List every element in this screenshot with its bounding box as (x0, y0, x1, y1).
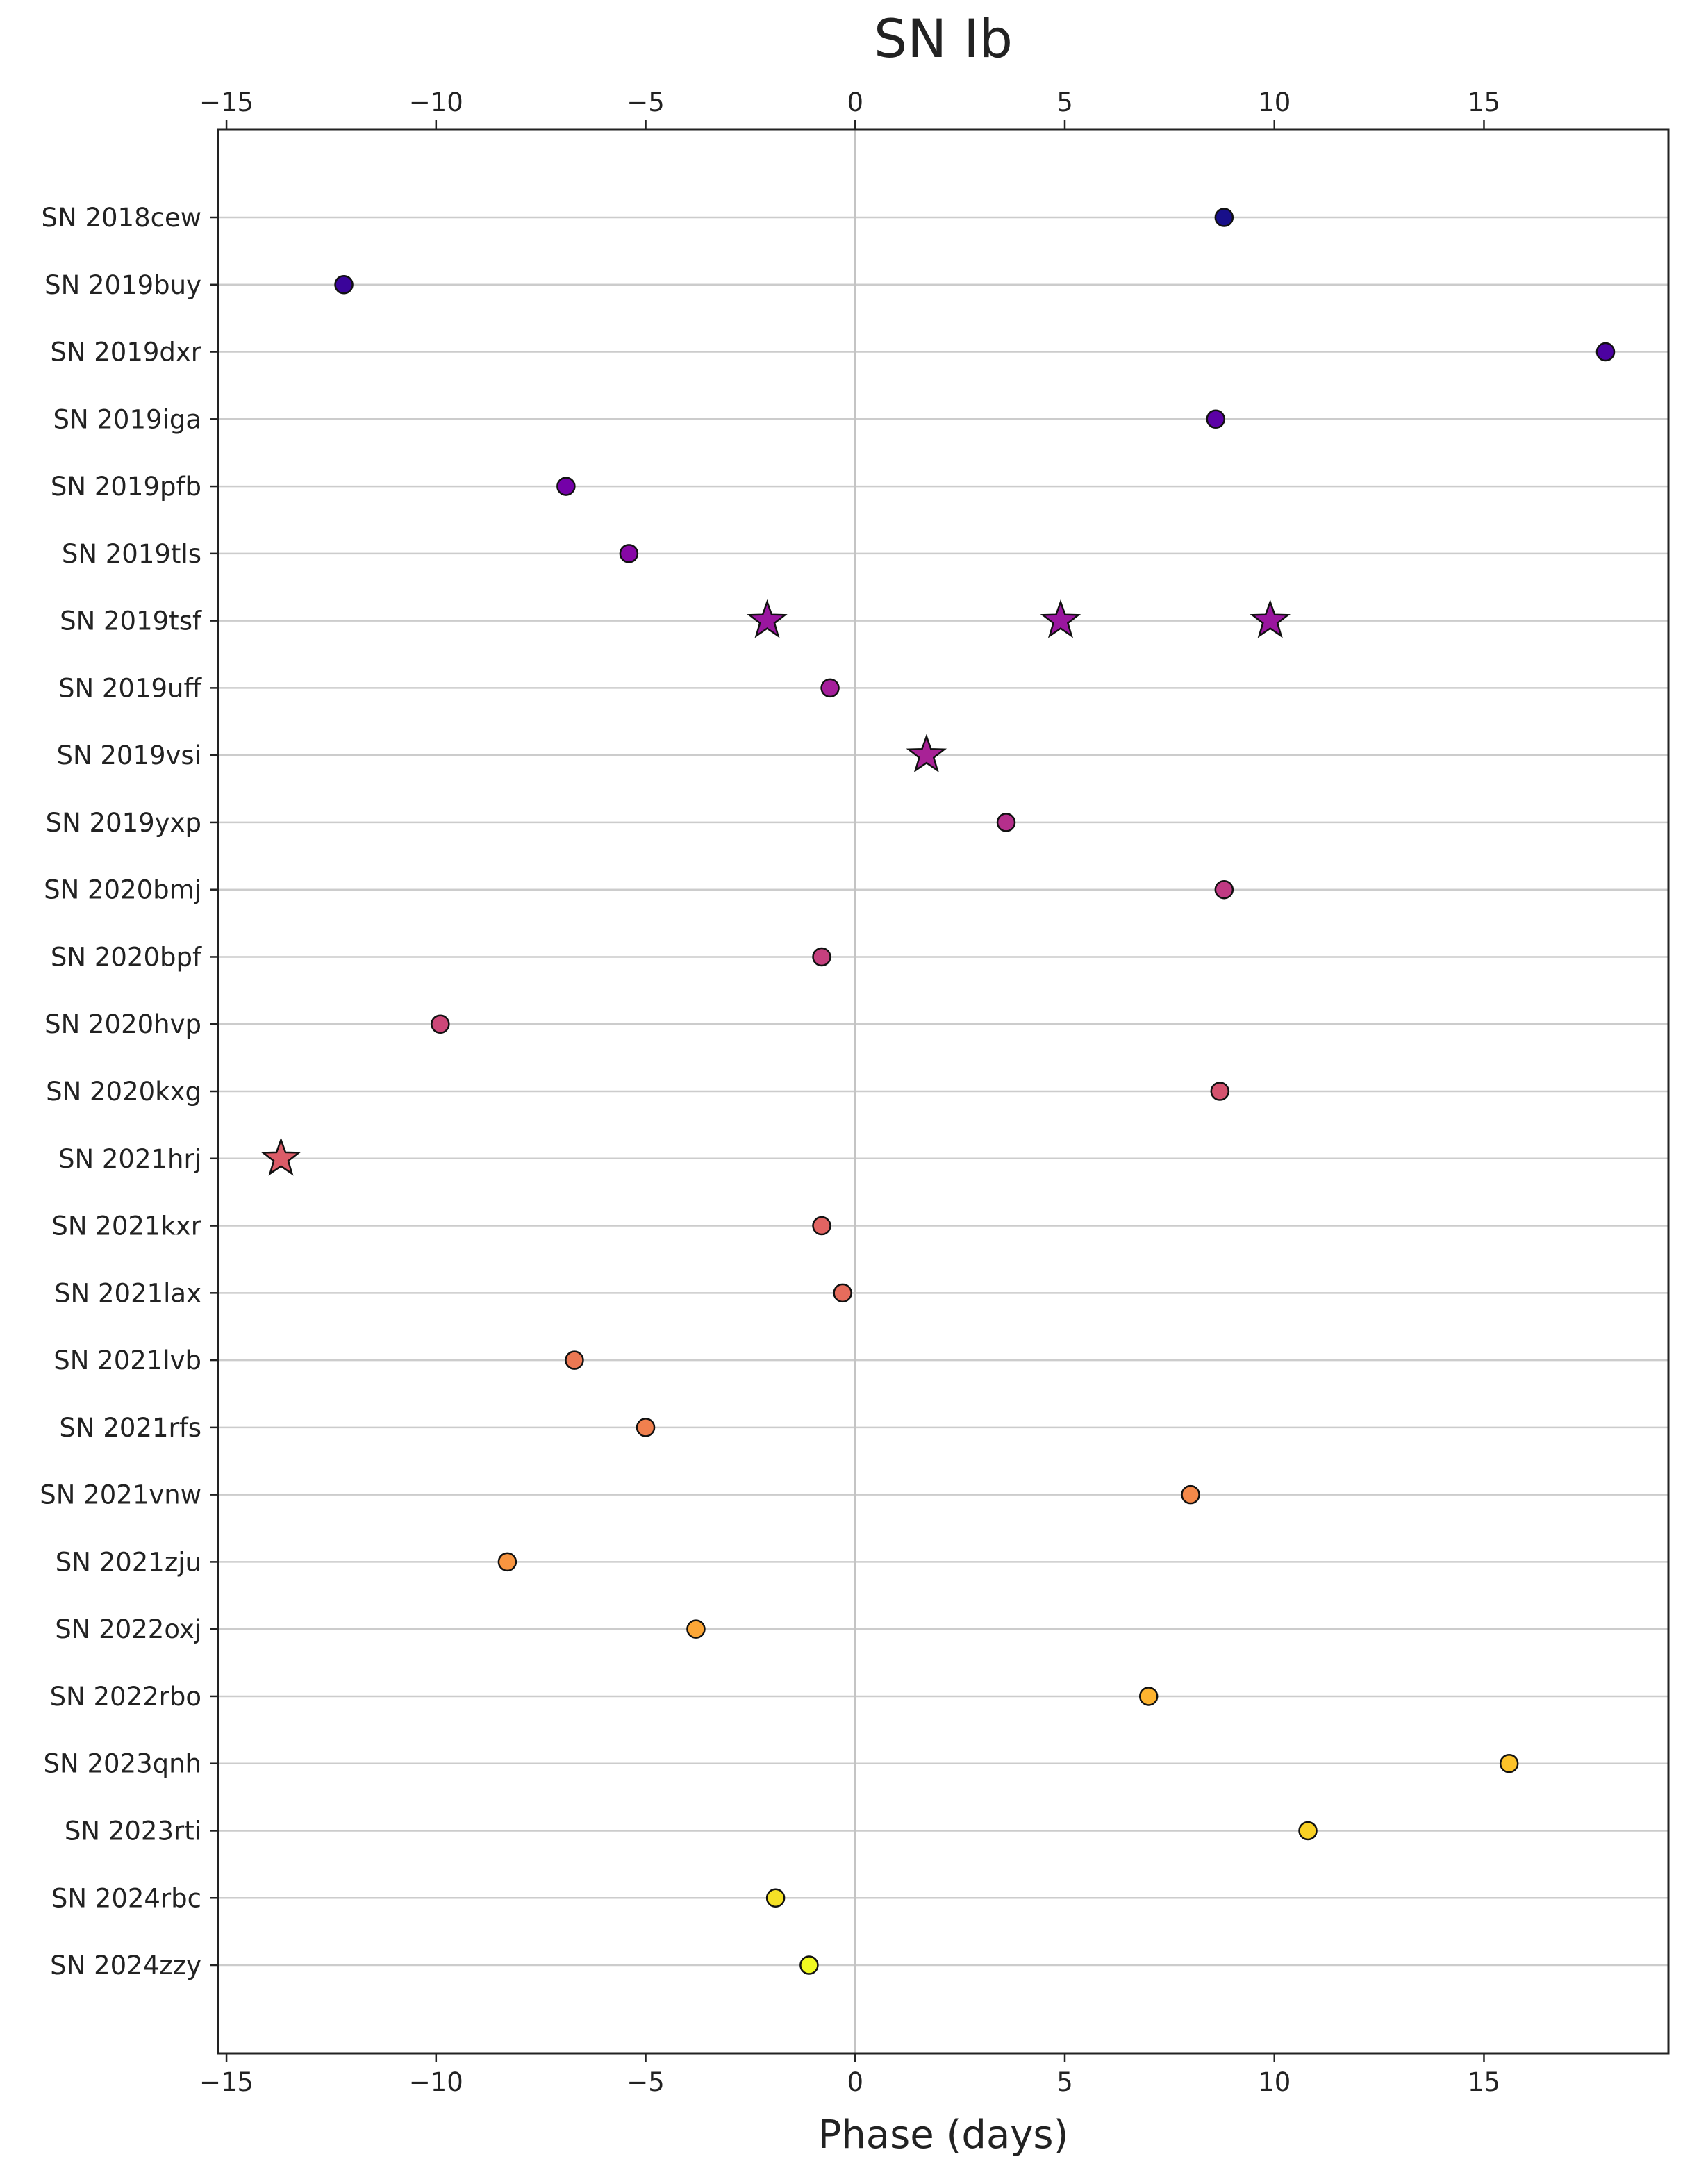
y-tick-label: SN 2020bmj (44, 875, 201, 905)
chart-title: SN Ib (874, 8, 1013, 69)
data-point-circle (686, 1619, 706, 1639)
data-point-star (906, 734, 947, 773)
y-tick-label: SN 2024rbc (51, 1883, 201, 1913)
data-point-circle (497, 1552, 517, 1572)
y-tick-label: SN 2019vsi (56, 741, 201, 770)
y-tick-label: SN 2019buy (44, 270, 201, 300)
y-tick-label: SN 2019dxr (50, 338, 201, 367)
y-tick-label: SN 2018cew (42, 203, 201, 233)
x-tick-label-top: −15 (199, 88, 254, 117)
y-tick-label: SN 2023qnh (44, 1749, 201, 1779)
x-tick-label-top: −5 (627, 88, 665, 117)
data-point-circle (636, 1418, 656, 1437)
y-tick-label: SN 2019pfb (51, 472, 201, 502)
data-point-circle (799, 1955, 819, 1975)
y-tick-label: SN 2021rfs (59, 1413, 201, 1443)
y-tick-label: SN 2021kxr (51, 1211, 201, 1241)
data-point-star (747, 599, 788, 638)
x-tick-label-top: 10 (1258, 88, 1291, 117)
data-point-circle (1298, 1821, 1318, 1841)
y-tick-label: SN 2020hvp (44, 1009, 201, 1039)
x-tick-label-bottom: 5 (1056, 2067, 1073, 2097)
y-tick-label: SN 2021vnw (40, 1480, 201, 1510)
y-tick-label: SN 2021hrj (58, 1144, 201, 1174)
data-point-circle (812, 1216, 831, 1236)
y-tick-label: SN 2023rti (65, 1816, 201, 1846)
x-tick-label-bottom: −15 (199, 2067, 254, 2097)
data-point-circle (334, 275, 354, 295)
x-tick-label-top: −10 (409, 88, 463, 117)
data-point-circle (1138, 1687, 1159, 1706)
y-tick-label: SN 2019uff (58, 673, 203, 703)
data-point-circle (833, 1283, 852, 1303)
data-point-circle (820, 678, 840, 698)
y-tick-label: SN 2019tls (62, 539, 201, 569)
y-tick-label: SN 2020kxg (46, 1077, 201, 1107)
data-point-star (1250, 599, 1291, 638)
x-tick-label-top: 15 (1468, 88, 1500, 117)
data-point-circle (619, 544, 639, 563)
data-point-circle (1499, 1753, 1519, 1773)
x-axis-label: Phase (days) (818, 2112, 1069, 2158)
y-tick-label: SN 2022oxj (55, 1614, 201, 1644)
data-point-circle (1214, 208, 1234, 227)
data-point-circle (1181, 1484, 1200, 1505)
y-tick-label: SN 2021lvb (53, 1346, 201, 1375)
y-tick-label: SN 2019iga (53, 404, 201, 434)
data-point-circle (1595, 342, 1616, 362)
y-tick-label: SN 2024zzy (50, 1951, 201, 1980)
data-point-circle (1214, 879, 1234, 900)
data-point-circle (1206, 409, 1226, 429)
x-tick-label-bottom: 10 (1258, 2067, 1291, 2097)
data-point-star (1040, 599, 1081, 638)
y-tick-label: SN 2020bpf (51, 942, 202, 972)
y-tick-label: SN 2022rbo (50, 1682, 201, 1712)
x-tick-label-bottom: −10 (409, 2067, 463, 2097)
x-tick-label-bottom: 0 (847, 2067, 863, 2097)
x-tick-label-bottom: 15 (1468, 2067, 1500, 2097)
y-tick-label: SN 2021zju (56, 1547, 201, 1577)
grid-lines (218, 129, 1668, 2053)
data-points (260, 208, 1616, 1975)
x-tick-label-top: 0 (847, 88, 863, 117)
y-tick-label: SN 2019tsf (60, 606, 202, 636)
data-point-circle (431, 1014, 450, 1034)
x-tick-label-bottom: −5 (627, 2067, 665, 2097)
data-point-circle (565, 1350, 584, 1370)
data-point-circle (996, 813, 1016, 832)
data-point-circle (765, 1888, 786, 1908)
plot-frame (217, 128, 1670, 2055)
data-point-circle (1210, 1082, 1230, 1101)
y-tick-label: SN 2021lax (54, 1278, 201, 1308)
y-tick-labels: SN 2018cew SN 2019buy SN 2019dxr SN 2019iga… (40, 203, 218, 1980)
data-point-circle (556, 477, 576, 496)
y-tick-label: SN 2019yxp (46, 808, 201, 838)
data-point-circle (812, 947, 831, 967)
x-ticks: −15 −15 −10 −10 −5 −5 0 0 5 5 10 10 15 15 (199, 88, 1500, 2097)
data-point-star (260, 1137, 301, 1176)
x-tick-label-top: 5 (1056, 88, 1073, 117)
